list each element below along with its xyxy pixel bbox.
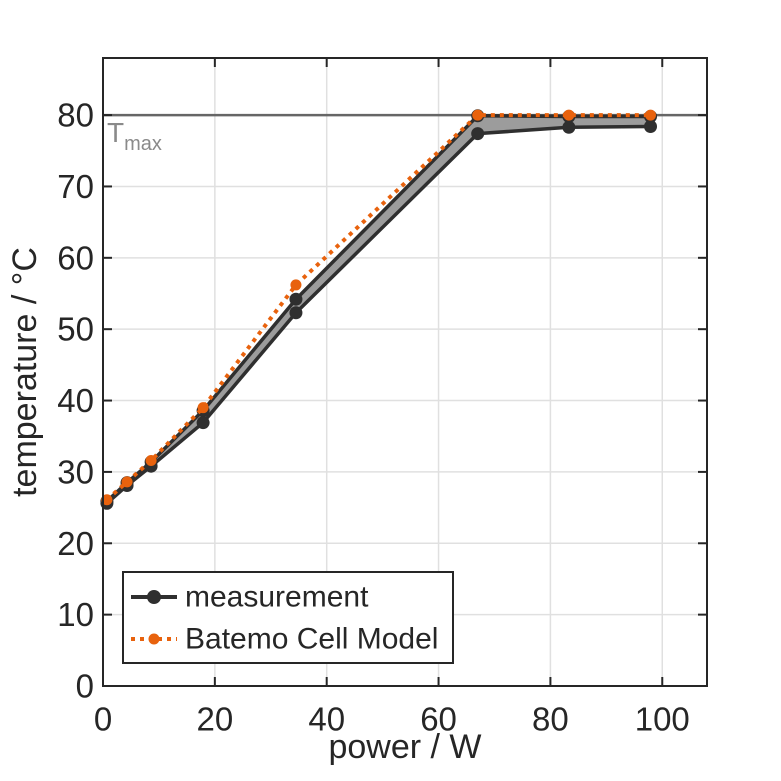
model-marker (197, 402, 209, 414)
measurement-max-marker (289, 292, 303, 306)
y-tick-label-80: 80 (57, 97, 94, 134)
model-marker (101, 494, 113, 506)
data-layer (100, 109, 658, 510)
measurement-band (106, 115, 651, 504)
legend-label-measurement: measurement (185, 581, 369, 614)
x-tick-label-100: 100 (635, 701, 690, 738)
y-tick-label-50: 50 (57, 311, 94, 348)
tick-label-layer: 0 20 40 60 80 100 0 10 20 30 40 50 60 70 80 (57, 97, 690, 738)
model-marker (472, 109, 484, 121)
measurement-max-line (105, 114, 651, 503)
y-tick-label-70: 70 (57, 168, 94, 205)
y-axis-label: temperature / °C (6, 247, 44, 497)
measurement-min-line (105, 124, 651, 505)
measurement-min-marker (196, 416, 210, 430)
legend: measurement Batemo Cell Model (122, 571, 454, 664)
legend-box (122, 571, 454, 664)
axis-layer (102, 57, 708, 687)
x-tick-label-0: 0 (94, 701, 112, 738)
tmax-base: T (107, 117, 124, 148)
y-tick-label-10: 10 (57, 596, 94, 633)
measurement-min-marker (471, 127, 485, 141)
measurement-min-marker (644, 120, 658, 134)
model-marker (645, 109, 657, 121)
model-marker (121, 476, 133, 488)
y-tick-label-20: 20 (57, 525, 94, 562)
axes-box (102, 57, 708, 687)
legend-label-model: Batemo Cell Model (185, 623, 438, 656)
y-tick-label-0: 0 (76, 668, 94, 705)
x-axis-label: power / W (328, 728, 481, 766)
model-marker (563, 109, 575, 121)
model-line (105, 113, 651, 502)
tmax-annotation-label: Tmax (107, 117, 162, 155)
x-tick-label-20: 20 (196, 701, 233, 738)
legend-measurement-marker-sample (147, 590, 161, 604)
x-tick-label-80: 80 (532, 701, 569, 738)
y-tick-label-60: 60 (57, 239, 94, 276)
model-marker (145, 454, 157, 466)
y-tick-label-30: 30 (57, 453, 94, 490)
y-tick-label-40: 40 (57, 382, 94, 419)
model-marker (290, 279, 302, 291)
measurement-min-marker (562, 120, 576, 134)
measurement-min-marker (289, 306, 303, 320)
x-tick-label-60: 60 (420, 701, 457, 738)
x-tick-label-40: 40 (308, 701, 345, 738)
legend-model-marker-sample (148, 633, 160, 645)
tmax-subscript: max (124, 133, 162, 155)
